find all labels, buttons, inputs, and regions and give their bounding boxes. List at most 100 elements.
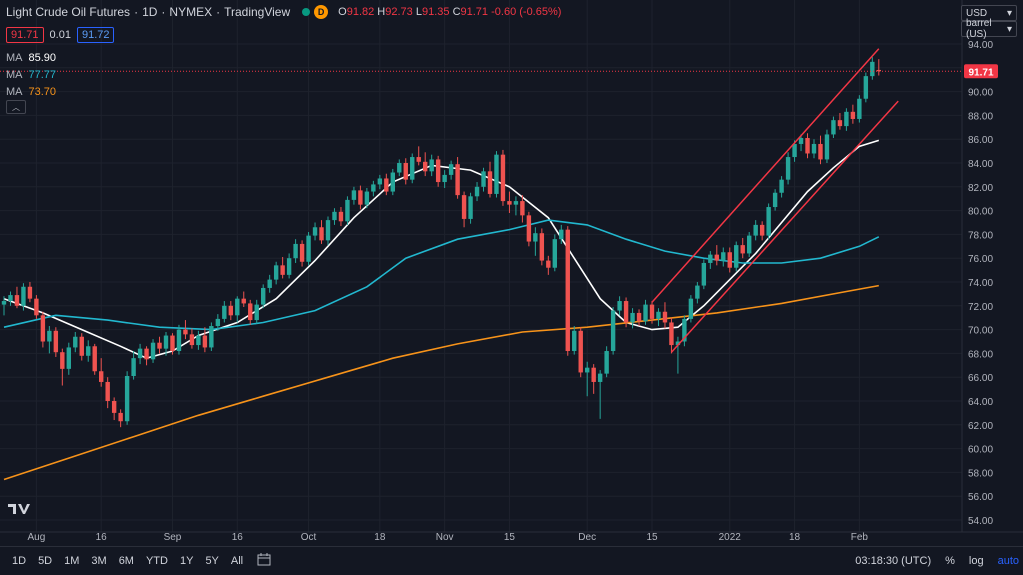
percent-toggle[interactable]: % [945,555,955,567]
x-tick-label: 18 [789,532,801,543]
interval-label[interactable]: 1D [142,5,158,19]
moving-average-line [3,139,880,360]
candle-body [209,326,214,348]
x-tick-label: Dec [578,532,596,543]
candle-body [332,211,337,221]
candle-body [721,252,726,261]
y-tick-label: 94.00 [968,40,993,51]
candle-body [410,157,415,180]
candle-body [53,330,59,353]
candle-body [241,298,246,304]
y-tick-label: 60.00 [968,445,993,456]
candle-body [442,174,447,183]
sell-button[interactable]: 91.71 [6,27,44,43]
candle-body [818,143,823,160]
candle-body [1,301,7,305]
chevron-up-icon: ︿ [12,102,20,112]
y-tick-label: 80.00 [968,207,993,218]
candle-body [144,348,149,360]
tradingview-logo-icon[interactable] [8,502,30,516]
candle-body [79,336,84,356]
candle-body [111,401,117,413]
candle-body [610,310,616,352]
candle-body [150,342,156,360]
y-tick-label: 90.00 [968,88,993,99]
range-5y[interactable]: 5Y [205,555,219,567]
spread-value: 0.01 [49,29,71,41]
candle-body [170,335,175,352]
candle-body [124,376,130,422]
x-tick-label: 15 [504,532,516,543]
chevron-down-icon: ▾ [1006,23,1012,35]
candle-body [8,295,13,302]
y-tick-label: 88.00 [968,111,993,122]
candle-body [461,195,467,219]
candle-body [371,184,376,192]
trend-channel-line [670,100,899,353]
y-tick-label: 54.00 [968,516,993,527]
buy-button[interactable]: 91.72 [76,27,115,43]
candle-body [850,111,856,119]
current-price-tag [964,64,998,79]
candle-body [533,233,538,242]
candle-body [747,235,752,254]
range-1y[interactable]: 1Y [179,555,194,567]
chart-legend: Light Crude Oil Futures · 1D · NYMEX · T… [6,5,562,19]
candle-body [526,215,532,242]
candle-body [759,224,765,236]
ma-legend-1[interactable]: MA 85.90 [6,52,57,64]
auto-toggle[interactable]: auto [997,555,1019,567]
candle-body [105,381,110,401]
range-6m[interactable]: 6M [118,555,134,567]
collapse-legend-button[interactable]: ︿ [6,100,26,114]
currency-select[interactable]: USD ▾ [961,5,1017,21]
y-tick-label: 76.00 [968,254,993,265]
candle-body [656,311,661,319]
candle-body [21,286,26,306]
unit-select[interactable]: barrel (US) ▾ [961,18,1017,40]
clock-time[interactable]: 03:18:30 (UTC) [855,555,932,567]
candle-body [552,239,557,268]
y-tick-label: 70.00 [968,326,993,337]
candle-body [280,265,285,275]
candle-body [306,235,311,262]
x-tick-label: Oct [301,532,317,543]
candle-body [636,312,642,322]
candle-body [267,279,272,288]
range-1m[interactable]: 1M [64,555,80,567]
moving-average-line [3,284,879,481]
x-tick-label: Feb [851,532,869,543]
log-toggle[interactable]: log [968,555,984,567]
ma-legend-3[interactable]: MA 73.70 [6,86,57,98]
candle-body [351,190,357,200]
range-1d[interactable]: 1D [12,555,27,567]
candle-body [494,154,499,194]
candle-body [248,303,253,321]
candle-body [468,196,473,219]
candle-body [384,178,389,192]
range-3m[interactable]: 3M [91,555,107,567]
y-tick-label: 72.00 [968,302,993,313]
candle-body [604,351,609,374]
candle-body [766,207,771,236]
range-all[interactable]: All [230,555,244,567]
candle-body [448,164,454,175]
y-tick-label: 68.00 [968,349,993,360]
candle-body [617,301,622,311]
moving-average-line [3,219,880,331]
candle-body [876,69,881,72]
candle-body [727,252,732,268]
candle-body [857,98,862,119]
calendar-icon[interactable] [257,553,271,569]
candle-body [870,61,875,77]
candle-body [196,335,201,346]
symbol-title[interactable]: Light Crude Oil Futures [6,5,131,19]
candle-body [286,258,292,275]
range-5d[interactable]: 5D [38,555,53,567]
candle-body [837,120,843,127]
candle-body [481,171,486,187]
range-ytd[interactable]: YTD [145,555,168,567]
ma-legend-2[interactable]: MA 77.77 [6,69,57,81]
candle-body [215,318,221,327]
